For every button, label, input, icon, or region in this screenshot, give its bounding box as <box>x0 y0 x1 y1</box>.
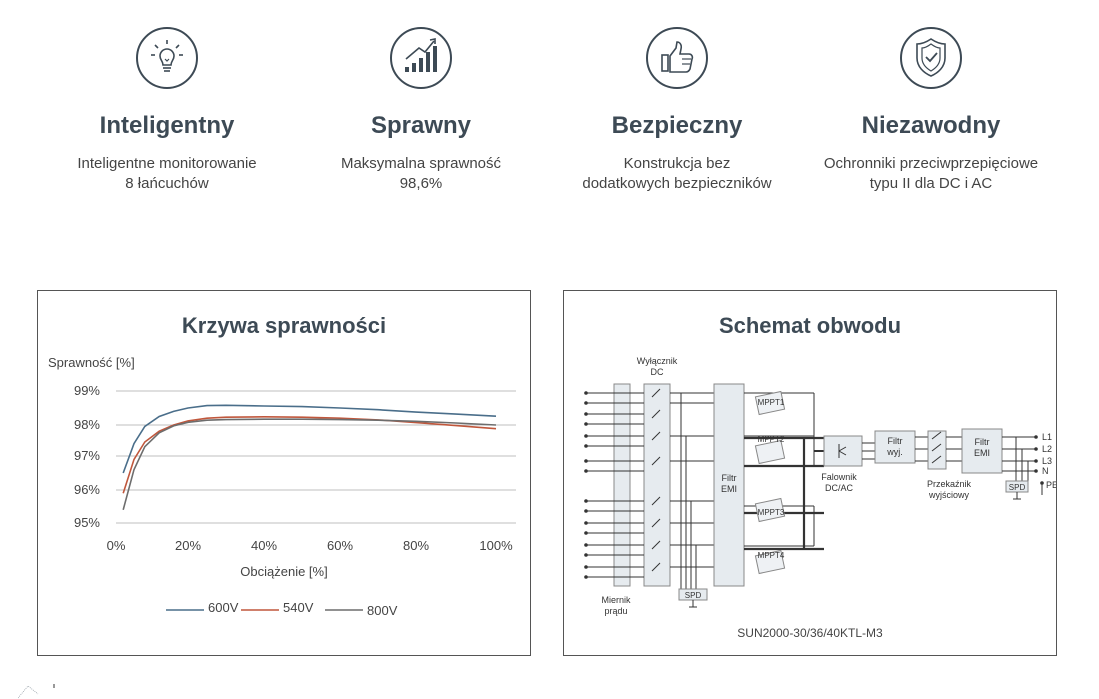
phase-l3-label: L3 <box>1042 456 1052 466</box>
feature-title: Niezawodny <box>861 112 1001 139</box>
feature-title: Inteligentny <box>99 112 235 139</box>
legend-label: 800V <box>367 603 398 618</box>
current-meter-label: Miernik <box>601 595 631 605</box>
input-emi-label: EMI <box>721 484 737 494</box>
inverter-block <box>823 435 863 467</box>
mppt-2-label: MPPT2 <box>758 435 785 444</box>
y-tick-label: 95% <box>74 515 100 530</box>
diagram-title: Schemat obwodu <box>718 313 902 338</box>
output-filter-label: Filtr <box>888 436 903 446</box>
dc-switch-symbols <box>651 388 661 572</box>
efficiency-panel: Krzywa sprawności Sprawność [%] Obciążen… <box>37 290 531 656</box>
x-tick-label: 60% <box>327 538 353 553</box>
dc-bus-lines <box>670 392 714 591</box>
model-caption: SUN2000-30/36/40KTL-M3 <box>737 626 883 640</box>
x-tick-label: 100% <box>479 538 513 553</box>
dc-switch-label: DC <box>651 367 664 377</box>
mppt-3-label: MPPT3 <box>758 508 785 517</box>
neutral-label: N <box>1042 466 1049 476</box>
dc-input-lines <box>586 392 644 578</box>
lightbulb-icon <box>135 26 199 90</box>
y-tick-label: 97% <box>74 448 100 463</box>
output-emi-filter <box>961 428 1003 474</box>
x-tick-label: 80% <box>403 538 429 553</box>
output-emi-label: EMI <box>974 448 990 458</box>
feature-intelligent: Inteligentny Inteligentne monitorowanie … <box>32 26 302 194</box>
ac-output-lines <box>1002 436 1043 495</box>
circuit-diagram: Wyłącznik DC <box>584 356 1056 640</box>
series-line-800V <box>122 418 497 511</box>
feature-description: Maksymalna sprawność 98,6% <box>340 155 502 192</box>
output-relay-label: Przekaźnik <box>927 479 972 489</box>
series-line-540V <box>122 415 497 494</box>
dc-input-terminals <box>584 391 588 579</box>
feature-description: Konstrukcja bez dodatkowych bezpiecznikó… <box>582 155 772 192</box>
feature-title: Bezpieczny <box>611 112 743 139</box>
output-emi-label: Filtr <box>975 437 990 447</box>
x-tick-label: 20% <box>175 538 201 553</box>
current-meter-block <box>613 383 631 587</box>
phase-l1-label: L1 <box>1042 432 1052 442</box>
mppt-1: MPPT1 <box>754 390 786 416</box>
inverter-label: Falownik <box>821 472 857 482</box>
circuit-panel: Schemat obwodu Wyłącznik DC <box>563 290 1057 656</box>
x-tick-label: 40% <box>251 538 277 553</box>
dc-spd-label: SPD <box>685 591 702 600</box>
y-tick-label: 96% <box>74 482 100 497</box>
feature-reliable: Niezawodny Ochronniki przeciwprzepięciow… <box>796 26 1066 194</box>
thumbs-up-icon <box>645 26 709 90</box>
dc-switch-label: Wyłącznik <box>637 356 678 366</box>
y-tick-label: 99% <box>74 383 100 398</box>
input-emi-filter <box>713 383 745 587</box>
x-tick-label: 0% <box>107 538 126 553</box>
feature-safe: Bezpieczny Konstrukcja bez dodatkowych b… <box>542 26 812 194</box>
mppt-4-label: MPPT4 <box>758 551 785 560</box>
inverter-label: DC/AC <box>825 483 854 493</box>
y-tick-label: 98% <box>74 417 100 432</box>
y-axis-label: Sprawność [%] <box>48 355 135 370</box>
legend-label: 540V <box>283 600 314 615</box>
output-filter-block <box>874 430 916 464</box>
shield-check-icon <box>899 26 963 90</box>
feature-title: Sprawny <box>370 112 472 139</box>
growth-chart-icon <box>389 26 453 90</box>
mppt-2: MPPT2 <box>754 435 786 465</box>
legend-label: 600V <box>208 600 239 615</box>
decorative-corner-mark <box>18 684 55 699</box>
mppt-1-label: MPPT1 <box>758 398 785 407</box>
chart-title: Krzywa sprawności <box>181 313 387 338</box>
ac-spd-label: SPD <box>1009 483 1026 492</box>
mppt-3: MPPT3 <box>754 497 786 523</box>
feature-description: Ochronniki przeciwprzepięciowe typu II d… <box>823 155 1039 192</box>
output-relay-label: wyjściowy <box>928 490 970 500</box>
output-relay-block <box>927 430 947 470</box>
x-axis-label: Obciążenie [%] <box>240 564 327 579</box>
phase-l2-label: L2 <box>1042 444 1052 454</box>
output-filter-label: wyj. <box>886 447 903 457</box>
current-meter-label: prądu <box>604 606 627 616</box>
dc-switch-block <box>643 383 671 587</box>
input-emi-label: Filtr <box>722 473 737 483</box>
series-line-600V <box>122 404 497 474</box>
pe-label: PE <box>1046 480 1056 490</box>
mppt-4: MPPT4 <box>754 549 786 575</box>
feature-description: Inteligentne monitorowanie 8 łańcuchów <box>77 155 257 192</box>
efficiency-chart: Sprawność [%] Obciążenie [%] 99% 98% 97% 96… <box>48 355 516 618</box>
feature-efficient: Sprawny Maksymalna sprawność 98,6% <box>286 26 556 194</box>
